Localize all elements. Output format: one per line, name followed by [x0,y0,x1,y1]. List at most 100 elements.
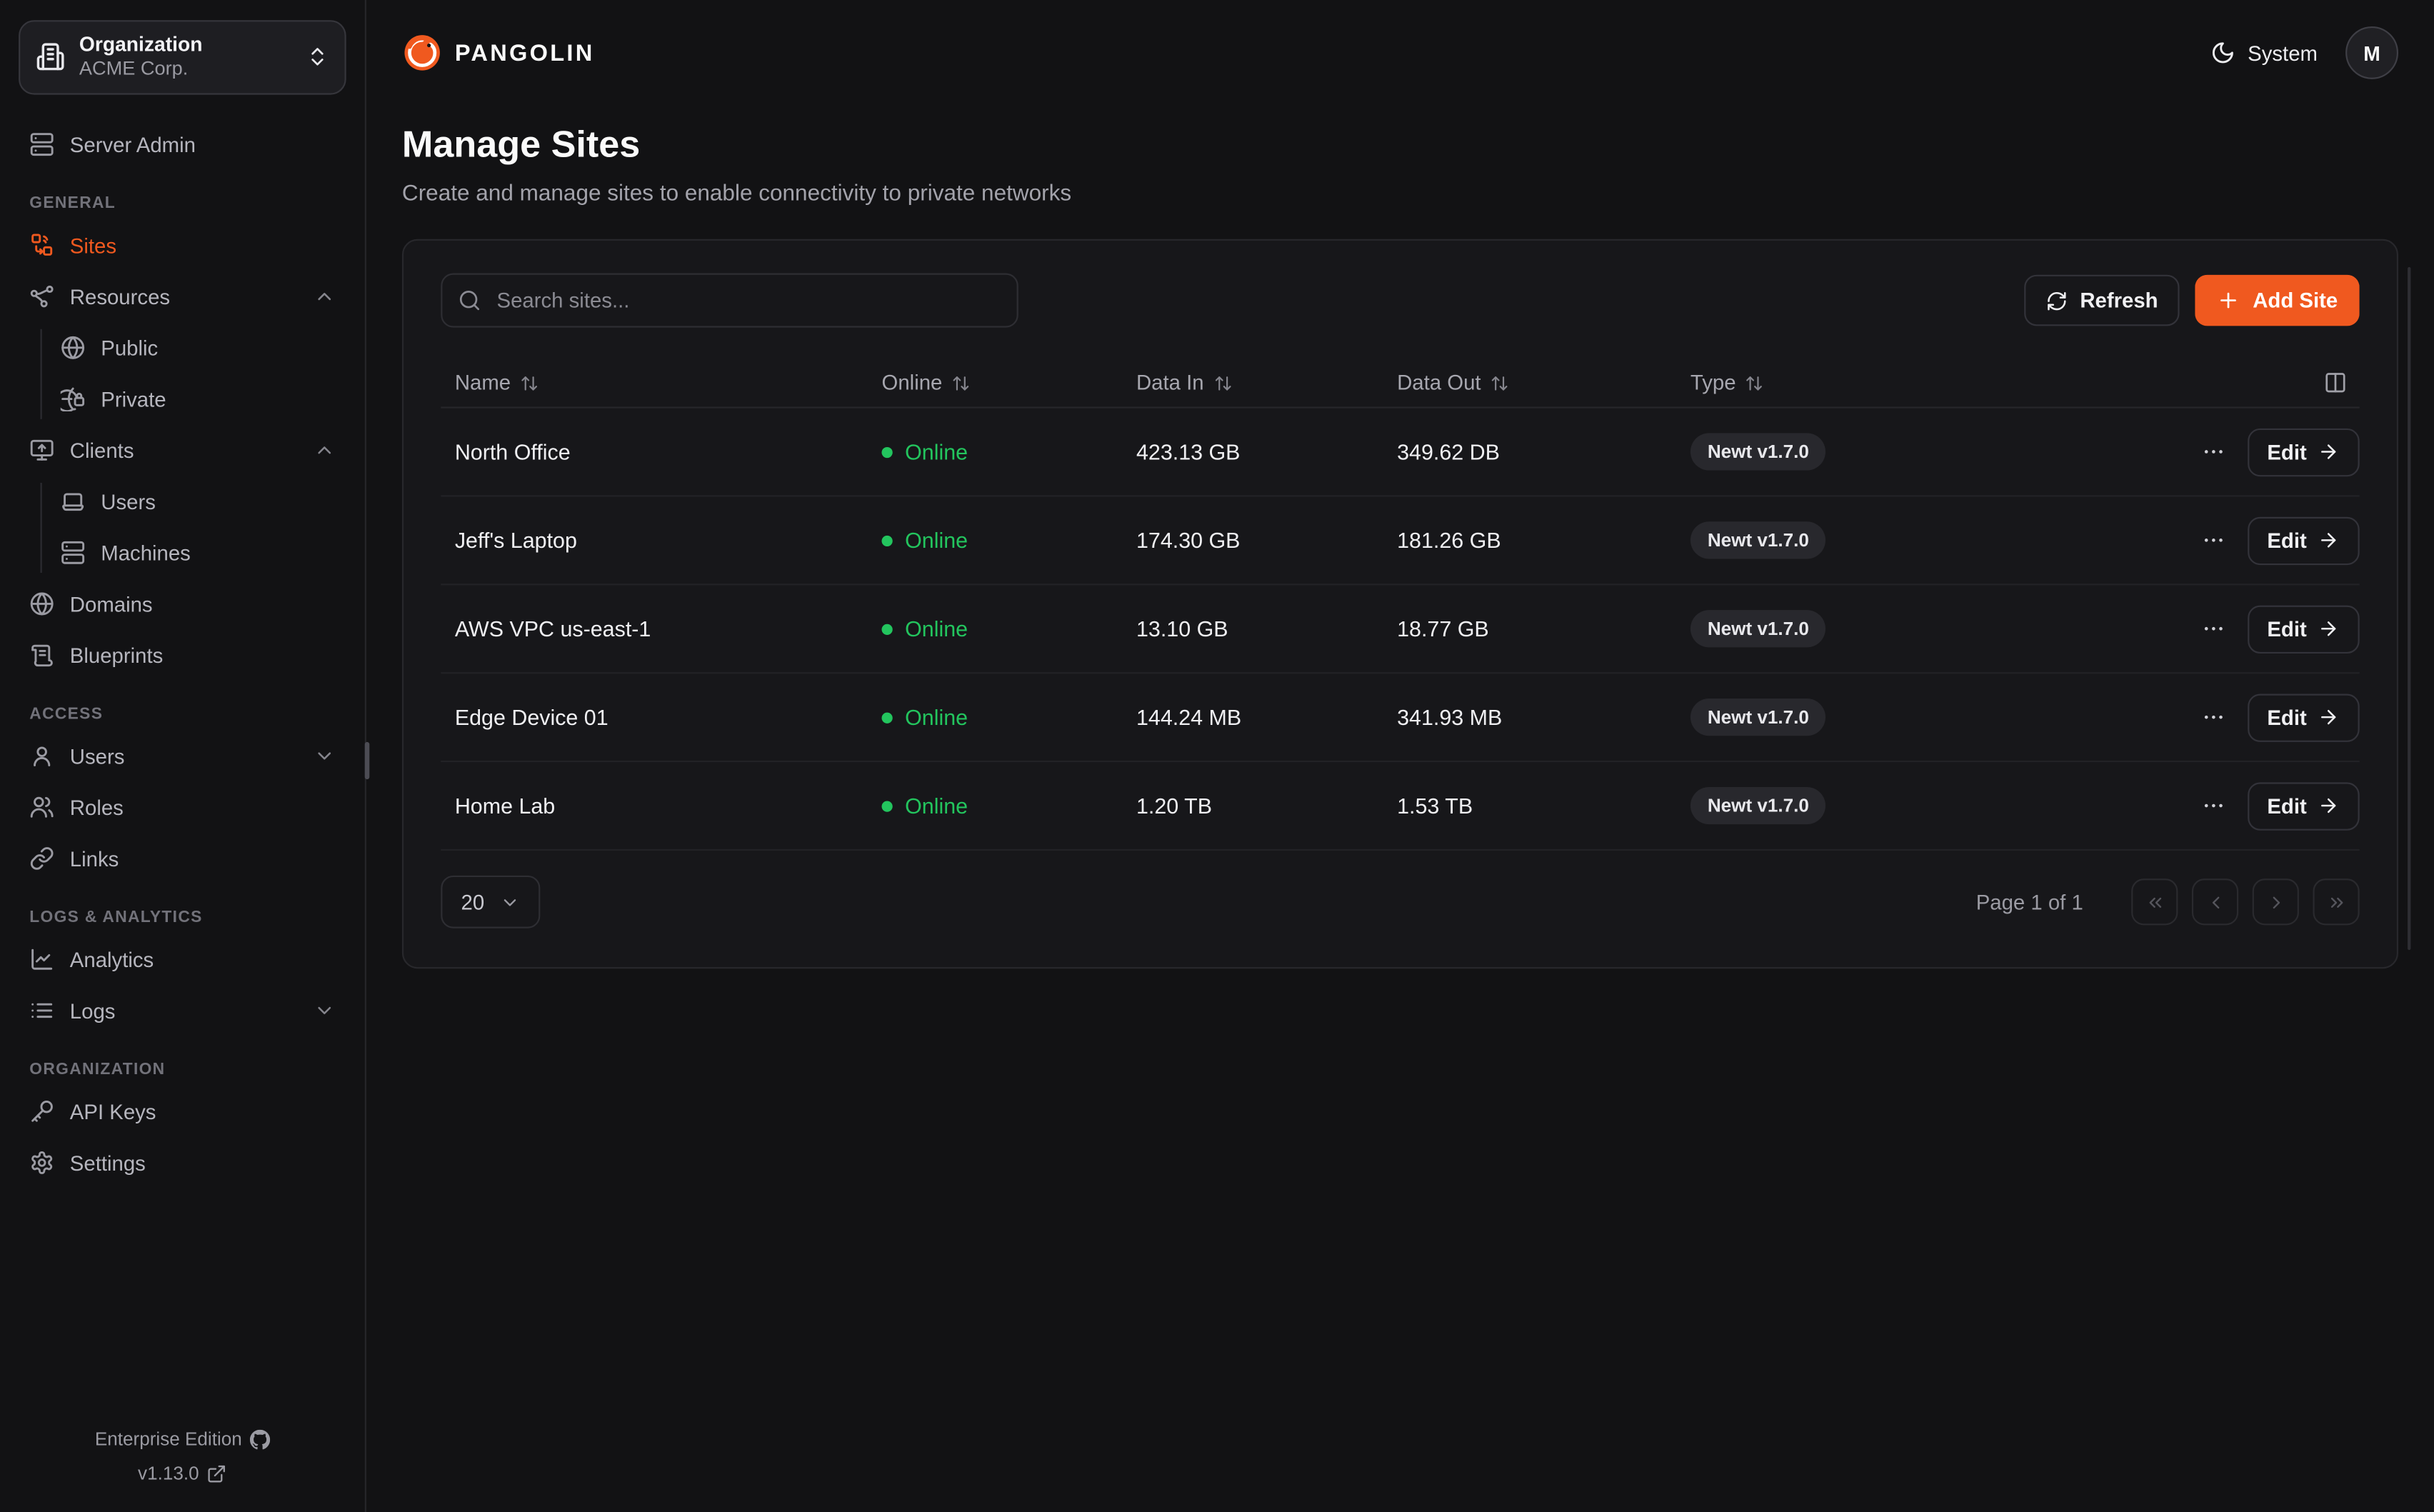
sidebar-item-label: Server Admin [69,133,196,157]
edit-button[interactable]: Edit [2247,693,2360,741]
sidebar-item-resources[interactable]: Resources [19,271,346,323]
column-header-data-out[interactable]: Data Out [1397,371,1691,394]
online-dot [881,800,893,811]
column-header-type[interactable]: Type [1691,371,2127,394]
sidebar-scrollbar-thumb[interactable] [364,741,370,780]
sidebar-item-label: Users [101,490,156,514]
row-menu-button[interactable] [2200,616,2225,641]
sidebar-item-settings[interactable]: Settings [19,1138,346,1189]
last-page-button[interactable] [2313,878,2360,926]
sidebar-item-links[interactable]: Links [19,833,346,885]
sidebar-item-label: Clients [69,439,134,463]
arrow-right-icon [2318,618,2339,639]
edit-button[interactable]: Edit [2247,604,2360,653]
github-icon[interactable] [249,1428,270,1449]
sidebar-item-users-access[interactable]: Users [19,731,346,782]
scroll-text-icon [29,644,54,669]
org-switcher[interactable]: Organization ACME Corp. [19,20,346,95]
sidebar-item-private[interactable]: Private [42,374,346,426]
sidebar-item-label: Private [101,388,166,411]
site-type-badge: Newt v1.7.0 [1690,521,1826,559]
laptop-icon [61,489,86,514]
sidebar-item-clients[interactable]: Clients [19,425,346,476]
online-dot [881,446,893,458]
column-header-data-in[interactable]: Data In [1136,371,1397,394]
sidebar-item-label: API Keys [69,1100,156,1124]
sidebar-item-domains[interactable]: Domains [19,579,346,630]
globe-lock-icon [60,387,86,412]
sidebar-item-blueprints[interactable]: Blueprints [19,630,346,681]
next-page-button[interactable] [2252,878,2299,926]
site-type-badge: Newt v1.7.0 [1690,699,1826,736]
site-status: Online [881,439,1136,464]
sidebar-item-public[interactable]: Public [42,323,346,374]
globe-icon [61,336,86,361]
sidebar-item-users-clients[interactable]: Users [42,476,346,528]
globe-icon [29,592,54,617]
site-data-out: 341.93 MB [1397,704,1503,730]
arrow-right-icon [2318,795,2339,816]
section-label-access: ACCESS [29,704,104,724]
site-name: AWS VPC us-east-1 [454,616,651,641]
sidebar-item-sites[interactable]: Sites [19,220,346,271]
chevron-up-icon [314,440,335,461]
edit-button[interactable]: Edit [2247,516,2360,565]
moon-icon [2210,41,2235,66]
sidebar-item-label: Analytics [69,948,154,972]
main-area: PANGOLIN System M Manage Sites Create an… [366,0,2434,1512]
table-row: AWS VPC us-east-1 Online 13.10 GB 18.77 … [441,585,2360,674]
row-menu-button[interactable] [2200,439,2225,464]
external-link-icon[interactable] [206,1463,226,1483]
site-data-out: 349.62 DB [1397,439,1500,464]
refresh-button[interactable]: Refresh [2024,274,2180,326]
row-menu-button[interactable] [2200,705,2225,730]
first-page-button[interactable] [2131,878,2178,926]
search-box [441,273,1018,328]
arrow-right-icon [2318,529,2339,551]
add-site-button[interactable]: Add Site [2195,274,2360,326]
edit-button[interactable]: Edit [2247,781,2360,830]
building-icon [36,43,65,72]
sidebar-item-analytics[interactable]: Analytics [19,934,346,986]
online-dot [881,711,893,723]
sort-icon [1213,374,1232,392]
sidebar-item-logs[interactable]: Logs [19,986,346,1037]
brand[interactable]: PANGOLIN [402,33,595,74]
site-name: North Office [454,439,571,464]
table-header-row: Name Online Data In [441,359,2360,409]
site-status: Online [881,793,1136,818]
sidebar-item-label: Roles [69,796,124,820]
previous-page-button[interactable] [2191,878,2239,926]
table-row: Jeff's Laptop Online 174.30 GB 181.26 GB… [441,497,2360,586]
row-menu-button[interactable] [2200,528,2225,553]
page-title: Manage Sites [401,124,641,166]
sites-icon [29,234,54,259]
sidebar-item-roles[interactable]: Roles [19,782,346,833]
edit-button[interactable]: Edit [2247,427,2360,476]
sidebar-item-api-keys[interactable]: API Keys [19,1086,346,1138]
column-header-name[interactable]: Name [441,371,881,394]
theme-label: System [2248,41,2318,65]
online-dot [881,534,893,546]
avatar[interactable]: M [2345,26,2399,79]
theme-toggle[interactable]: System [2210,41,2318,66]
row-menu-button[interactable] [2200,793,2225,818]
column-header-online[interactable]: Online [882,371,1136,394]
monitor-up-icon [29,439,54,464]
sidebar-item-label: Blueprints [69,644,164,668]
chart-line-icon [29,948,54,973]
sidebar-item-server-admin[interactable]: Server Admin [19,119,346,171]
search-input[interactable] [494,287,1001,314]
columns-toggle-icon[interactable] [2324,371,2348,394]
arrow-right-icon [2318,706,2339,728]
page-size-select[interactable]: 20 [441,875,541,928]
table-row: Home Lab Online 1.20 TB 1.53 TB Newt v1.… [441,762,2360,851]
sort-icon [1491,374,1509,392]
content-scrollbar[interactable] [2408,266,2411,951]
subnav-guide-line [40,482,42,573]
sidebar-item-machines[interactable]: Machines [42,528,346,579]
sidebar: Organization ACME Corp. Server Admin GEN… [0,0,370,1512]
site-name: Edge Device 01 [454,704,608,730]
link-icon [29,846,54,871]
